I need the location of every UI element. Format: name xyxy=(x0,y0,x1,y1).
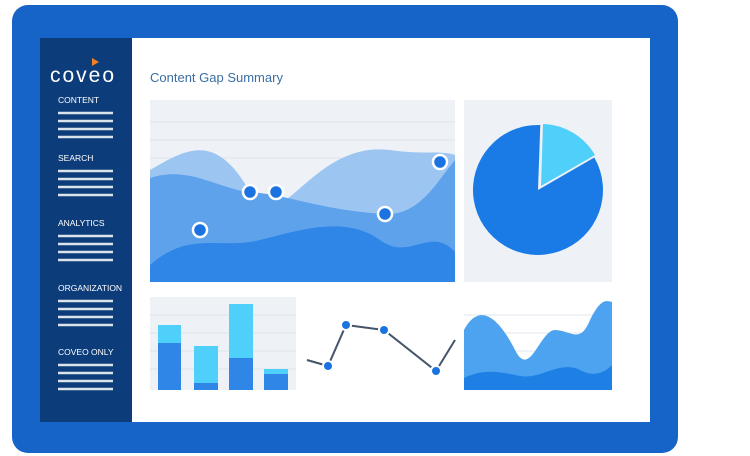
logo: coveo xyxy=(50,64,116,87)
point xyxy=(322,360,334,372)
area xyxy=(464,301,612,390)
point xyxy=(431,153,449,171)
line-chart xyxy=(306,319,456,377)
small-area-chart xyxy=(464,301,612,390)
bar xyxy=(264,374,288,390)
pie-chart xyxy=(464,100,612,282)
sidebar xyxy=(40,38,132,422)
point xyxy=(267,183,285,201)
logo-mark xyxy=(92,58,99,66)
pie-slice xyxy=(541,124,595,186)
page-title: Content Gap Summary xyxy=(150,70,283,85)
area xyxy=(150,226,455,282)
nav-item: CONTENT xyxy=(58,95,99,105)
bar xyxy=(229,358,253,390)
bar xyxy=(264,369,288,374)
area-chart xyxy=(150,100,455,282)
nav-item: ORGANIZATION xyxy=(58,283,122,293)
nav-item: ANALYTICS xyxy=(58,218,105,228)
point xyxy=(191,221,209,239)
area xyxy=(464,365,612,390)
pie-slice xyxy=(472,124,603,255)
bar xyxy=(194,383,218,390)
nav-item: SEARCH xyxy=(58,153,93,163)
nav-item: COVEO ONLY xyxy=(58,347,114,357)
point xyxy=(378,324,390,336)
bar xyxy=(229,304,253,358)
sidebar-items: CONTENT SEARCH ANALYTICS ORGANIZATION COVEO … xyxy=(58,95,122,391)
bar-chart xyxy=(150,297,296,390)
point xyxy=(241,183,259,201)
bar xyxy=(158,343,181,390)
point xyxy=(340,319,352,331)
bar xyxy=(158,325,181,343)
point xyxy=(430,365,442,377)
bar xyxy=(194,346,218,383)
point xyxy=(376,205,394,223)
